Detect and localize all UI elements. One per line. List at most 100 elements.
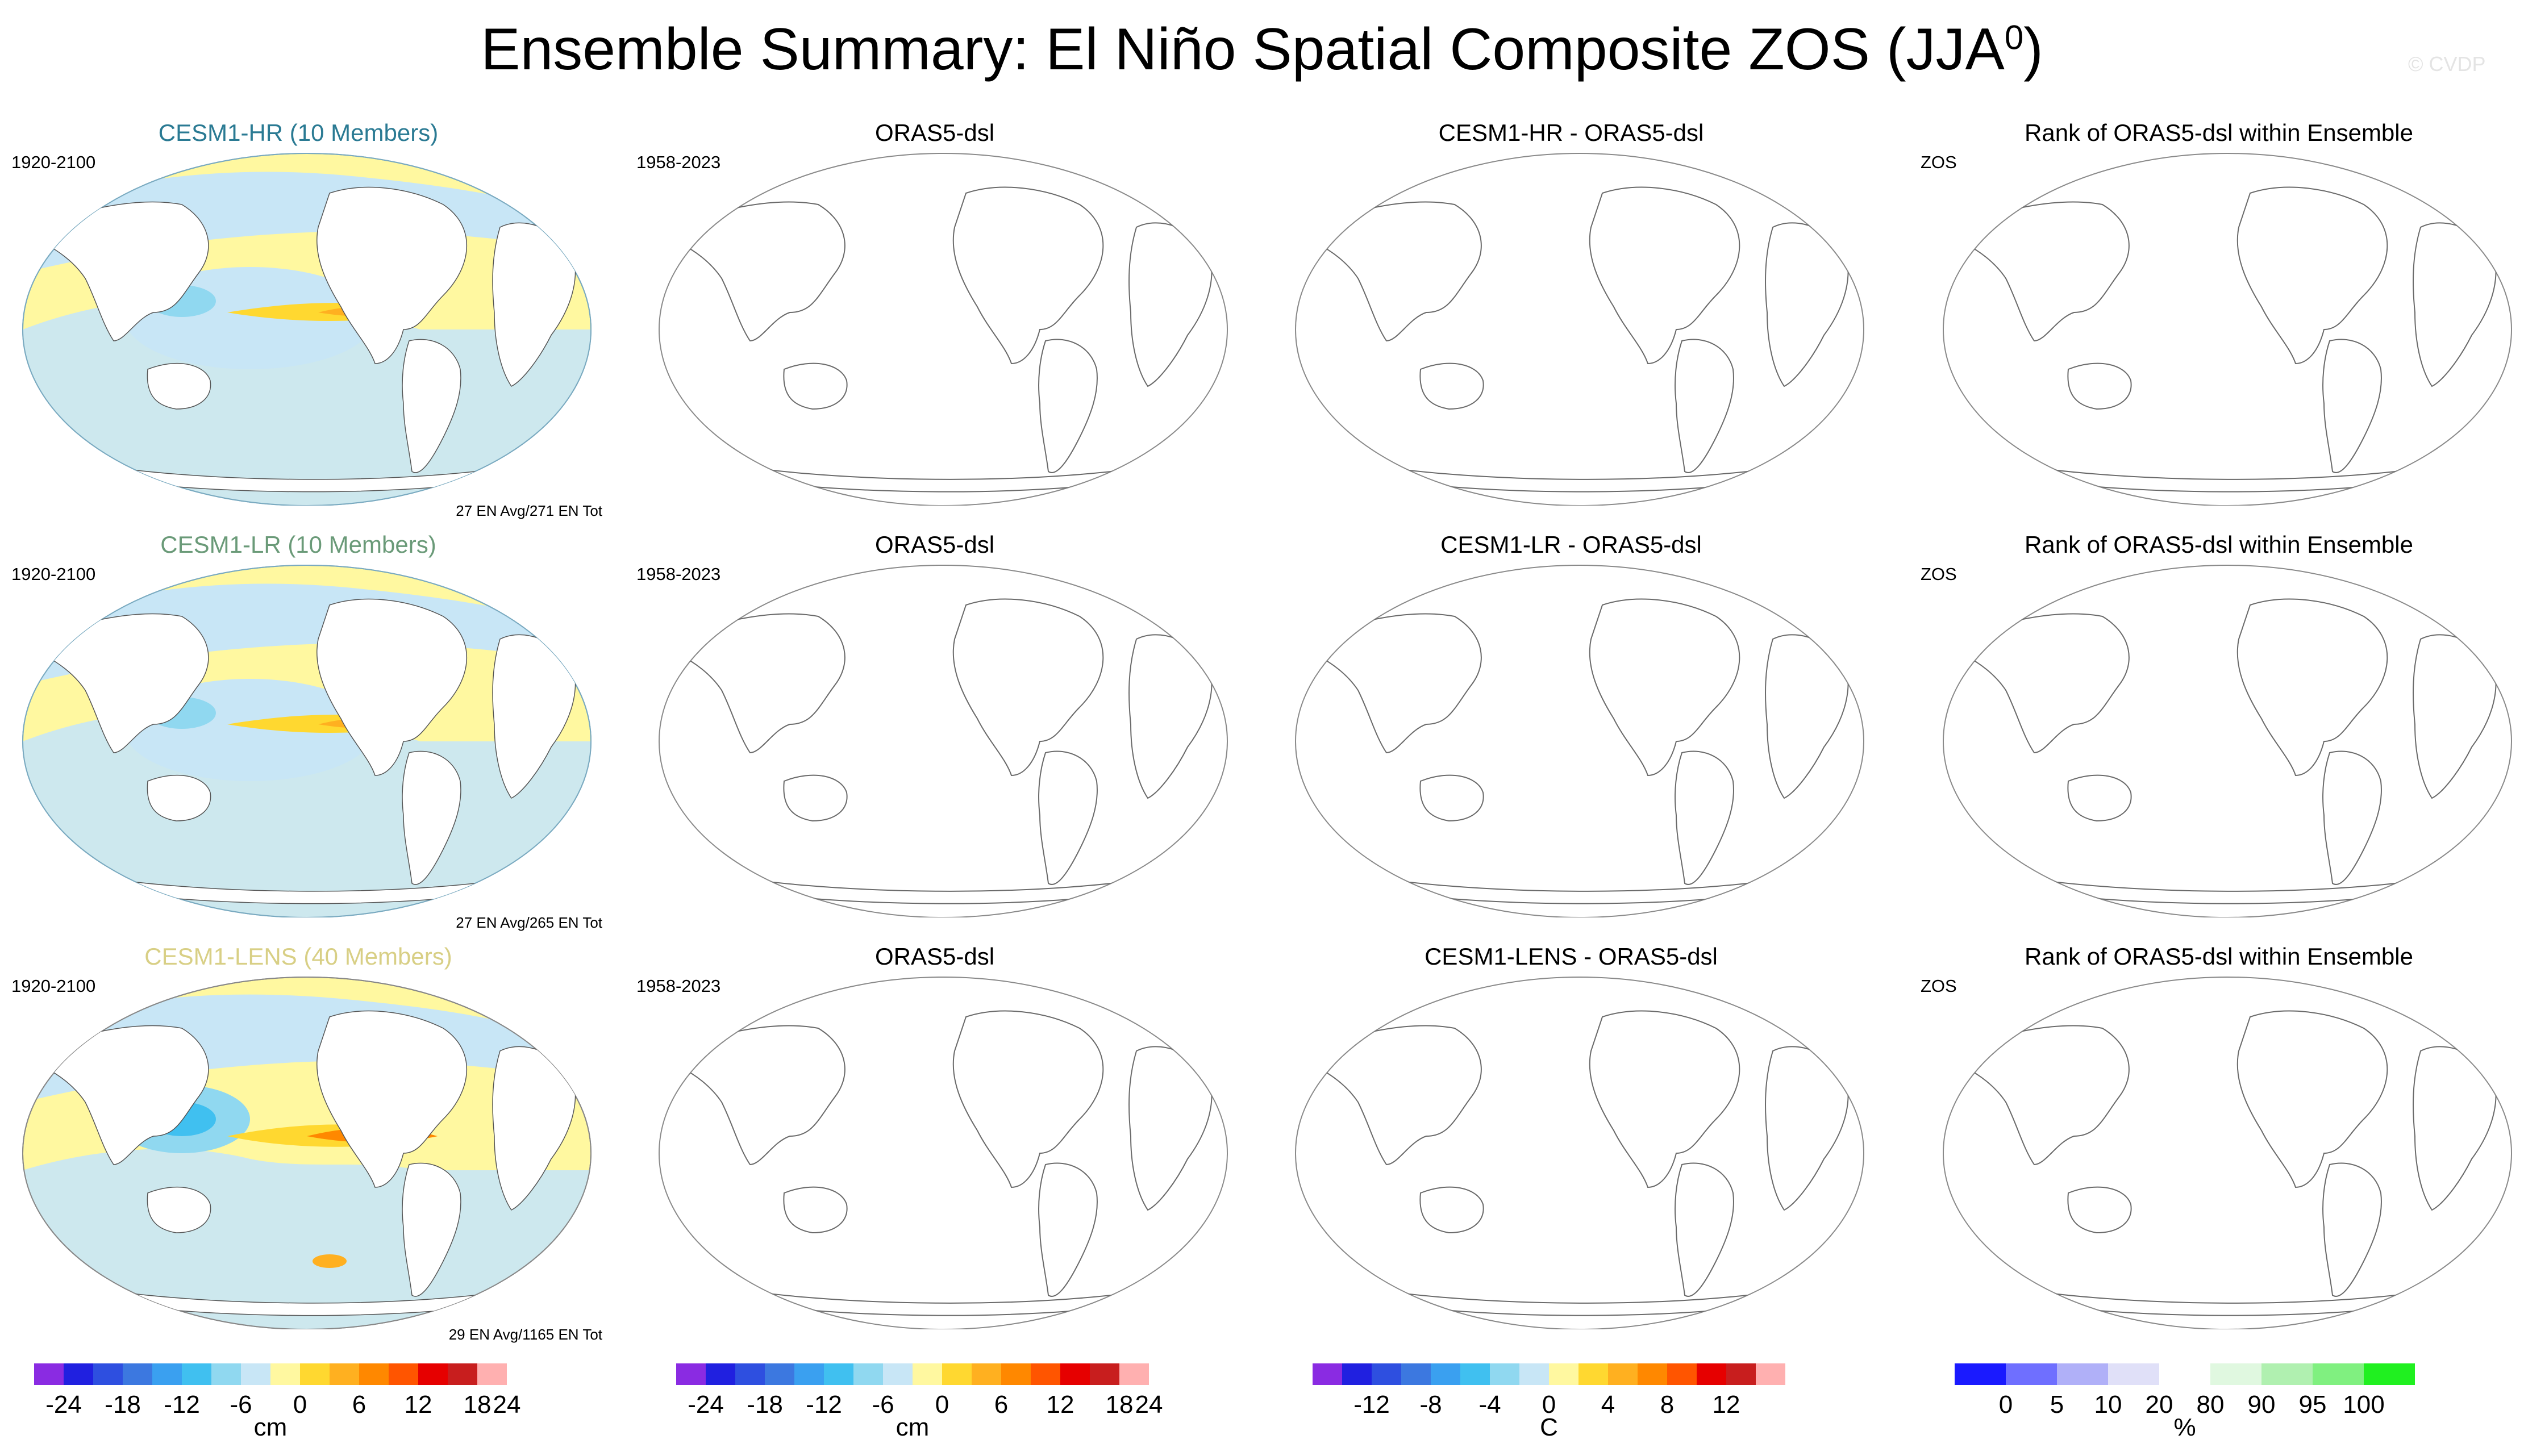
world-map-outline [1284,142,1875,506]
colorbar-tick-label: 5 [2050,1391,2064,1419]
colorbar-tick-label: -6 [230,1391,252,1419]
world-map-outline [648,966,1239,1329]
panel-years: 1920-2100 [11,152,96,172]
colorbar-tick-label: 20 [2145,1391,2173,1419]
panel-title: CESM1-LENS (40 Members) [144,943,452,970]
colorbar-tick-label: 8 [1660,1391,1675,1419]
colorbar-swatch [1090,1363,1119,1385]
colorbar-swatches [676,1363,1149,1385]
panel-diff-row3: CESM1-LENS - ORAS5-dsl [1273,943,1869,1341]
colorbar-tick-label: 0 [935,1391,949,1419]
colorbar-swatch [330,1363,359,1385]
colorbar-tick-label: -8 [1419,1391,1442,1419]
colorbar-swatch [270,1363,300,1385]
colorbar-tick-label: 24 [1135,1391,1163,1419]
panel-title: ORAS5-dsl [874,119,995,146]
colorbar-1: -24 -18 -12 -6 0 6 12 18 24 cm [11,1363,580,1441]
colorbar-tick-label: -18 [105,1391,141,1419]
colorbar-swatch [359,1363,389,1385]
panel-note: 29 EN Avg/1165 EN Tot [448,1326,602,1343]
world-map-filled [11,554,602,917]
panel-title: CESM1-HR - ORAS5-dsl [1438,119,1704,146]
world-map-filled [11,966,602,1329]
colorbar-tick-label: 0 [1542,1391,1556,1419]
colorbar-swatch [913,1363,942,1385]
colorbar-swatch [211,1363,241,1385]
colorbar-swatch [1001,1363,1031,1385]
credit-label: © CVDP [2408,52,2486,76]
panel-diff-row2: CESM1-LR - ORAS5-dsl [1273,531,1869,929]
colorbar-swatch [1638,1363,1667,1385]
panel-rank-row2: Rank of ORAS5-dsl within Ensemble ZOS [1921,531,2517,929]
colorbar-swatch [824,1363,853,1385]
colorbar-swatch [34,1363,64,1385]
colorbar-tick-label: 6 [994,1391,1009,1419]
colorbar-tick-label: 95 [2298,1391,2327,1419]
panel-years: 1920-2100 [11,976,96,996]
panel-model-row1: CESM1-HR (10 Members) 1920-2100 27 EN Av… [0,119,602,519]
panel-obs-row3: ORAS5-dsl 1958-2023 [636,943,1233,1341]
colorbar-swatch [93,1363,123,1385]
colorbar-swatch [706,1363,735,1385]
colorbar-unit: C [1540,1413,1558,1441]
colorbar-tick-label: 12 [404,1391,432,1419]
panel-title: Rank of ORAS5-dsl within Ensemble [2025,943,2413,970]
world-map-outline [1932,966,2523,1329]
colorbar-unit: cm [253,1413,288,1441]
colorbar-tick-label: 100 [2343,1391,2385,1419]
colorbar-tick-label: 10 [2094,1391,2122,1419]
colorbar-swatch [1578,1363,1608,1385]
colorbar-tick-label: -24 [45,1391,82,1419]
colorbar-tick-label: -6 [872,1391,894,1419]
colorbar-tick-label: 18 [463,1391,492,1419]
colorbar-swatch [1756,1363,1785,1385]
colorbar-swatch [241,1363,270,1385]
colorbar-tick-label: 18 [1105,1391,1134,1419]
colorbar-swatch [1608,1363,1638,1385]
colorbar-swatch [1697,1363,1726,1385]
colorbar-swatch [448,1363,477,1385]
world-map-outline [648,554,1239,917]
colorbar-swatch [735,1363,765,1385]
panel-title: ORAS5-dsl [874,531,995,558]
colorbar-swatches [1955,1363,2415,1385]
colorbar-swatches [34,1363,507,1385]
colorbar-tick-label: 24 [493,1391,521,1419]
colorbar-swatch [1431,1363,1460,1385]
panel-title: CESM1-LENS - ORAS5-dsl [1425,943,1718,970]
colorbar-swatch [152,1363,182,1385]
colorbar-tick-label: -12 [806,1391,842,1419]
panel-years: 1958-2023 [636,564,721,584]
panel-title: CESM1-HR (10 Members) [158,119,439,146]
colorbar-swatch [1060,1363,1090,1385]
world-map-outline [1284,554,1875,917]
colorbar-tick-label: 0 [293,1391,307,1419]
page-title: Ensemble Summary: El Niño Spatial Compos… [481,16,2043,82]
panel-title: CESM1-LR (10 Members) [160,531,436,558]
panel-model-row3: CESM1-LENS (40 Members) 1920-2100 29 EN … [0,943,602,1343]
panel-diff-row1: CESM1-HR - ORAS5-dsl [1273,119,1869,517]
panel-years: 1958-2023 [636,976,721,996]
colorbar-swatch [1119,1363,1149,1385]
colorbar-swatch [64,1363,93,1385]
colorbar-swatch [883,1363,913,1385]
panel-variable: ZOS [1921,976,1957,996]
panel-variable: ZOS [1921,152,1957,172]
colorbar-tick-label: -24 [688,1391,724,1419]
colorbar-unit: cm [896,1413,930,1441]
panel-note: 27 EN Avg/271 EN Tot [456,502,602,519]
colorbar-tick-label: 90 [2247,1391,2276,1419]
colorbar-swatch [2313,1363,2364,1385]
panel-variable: ZOS [1921,564,1957,584]
colorbar-swatches [1313,1363,1785,1385]
colorbar-swatch [765,1363,794,1385]
world-map-filled [11,142,602,506]
colorbar-swatch [300,1363,330,1385]
colorbar-swatch [2210,1363,2261,1385]
colorbar-swatch [1726,1363,1756,1385]
world-map-outline [1932,142,2523,506]
world-map-outline [1932,554,2523,917]
colorbar-tick-label: -4 [1478,1391,1501,1419]
panel-years: 1958-2023 [636,152,721,172]
colorbar-swatch [2159,1363,2210,1385]
